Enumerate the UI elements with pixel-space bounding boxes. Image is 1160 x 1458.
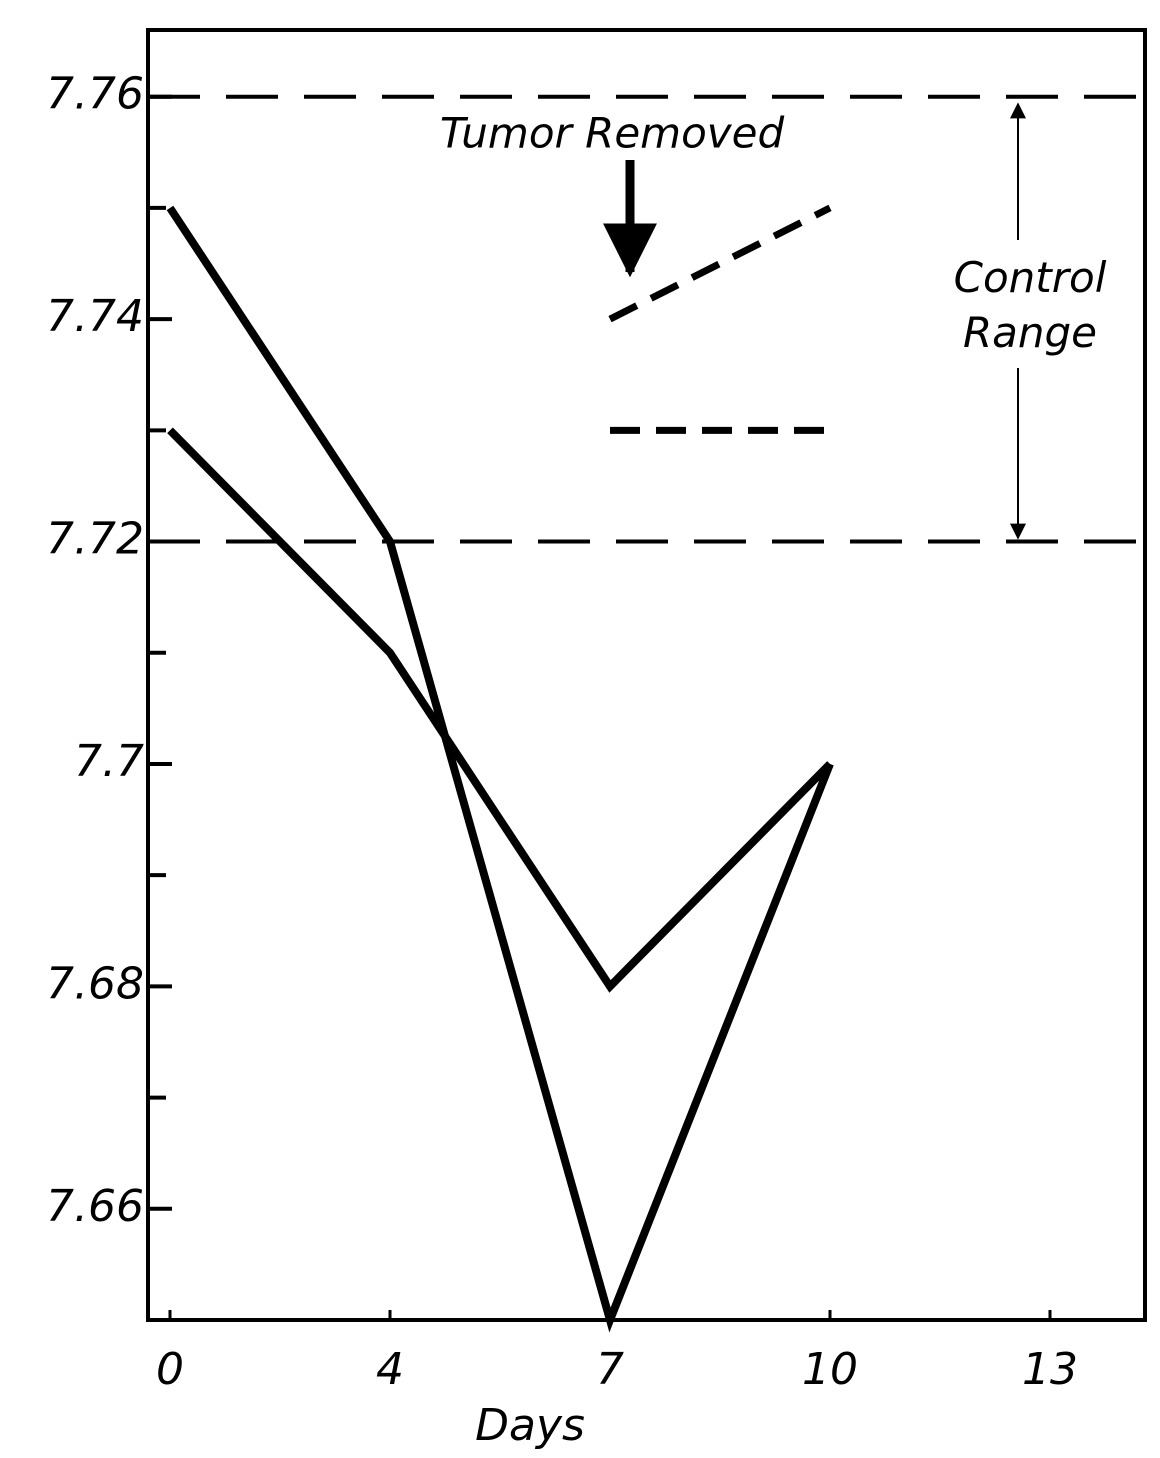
y-tick-label: 7.68 bbox=[46, 958, 144, 1009]
x-tick-label: 10 bbox=[802, 1344, 858, 1395]
y-tick-label: 7.66 bbox=[46, 1181, 144, 1232]
data-line bbox=[608, 204, 832, 323]
y-tick-label: 7.76 bbox=[46, 69, 144, 120]
y-tick-label: 7.7 bbox=[74, 736, 144, 787]
x-tick-label: 0 bbox=[156, 1344, 184, 1395]
plot-frame bbox=[146, 28, 1147, 1322]
annotation-line: Control bbox=[954, 253, 1107, 302]
annotation: Tumor Removed bbox=[440, 109, 785, 158]
x-tick-label: 7 bbox=[596, 1344, 624, 1395]
x-tick-label: 4 bbox=[376, 1344, 404, 1395]
y-tick-label: 7.74 bbox=[46, 291, 144, 342]
annotation-line: Range bbox=[963, 308, 1097, 357]
data-line bbox=[166, 205, 834, 1333]
data-line bbox=[167, 427, 833, 993]
annotation: Control Range bbox=[954, 253, 1107, 357]
x-axis-label: Days bbox=[475, 1400, 585, 1451]
y-tick-label: 7.72 bbox=[46, 514, 144, 565]
x-tick-label: 13 bbox=[1022, 1344, 1078, 1395]
